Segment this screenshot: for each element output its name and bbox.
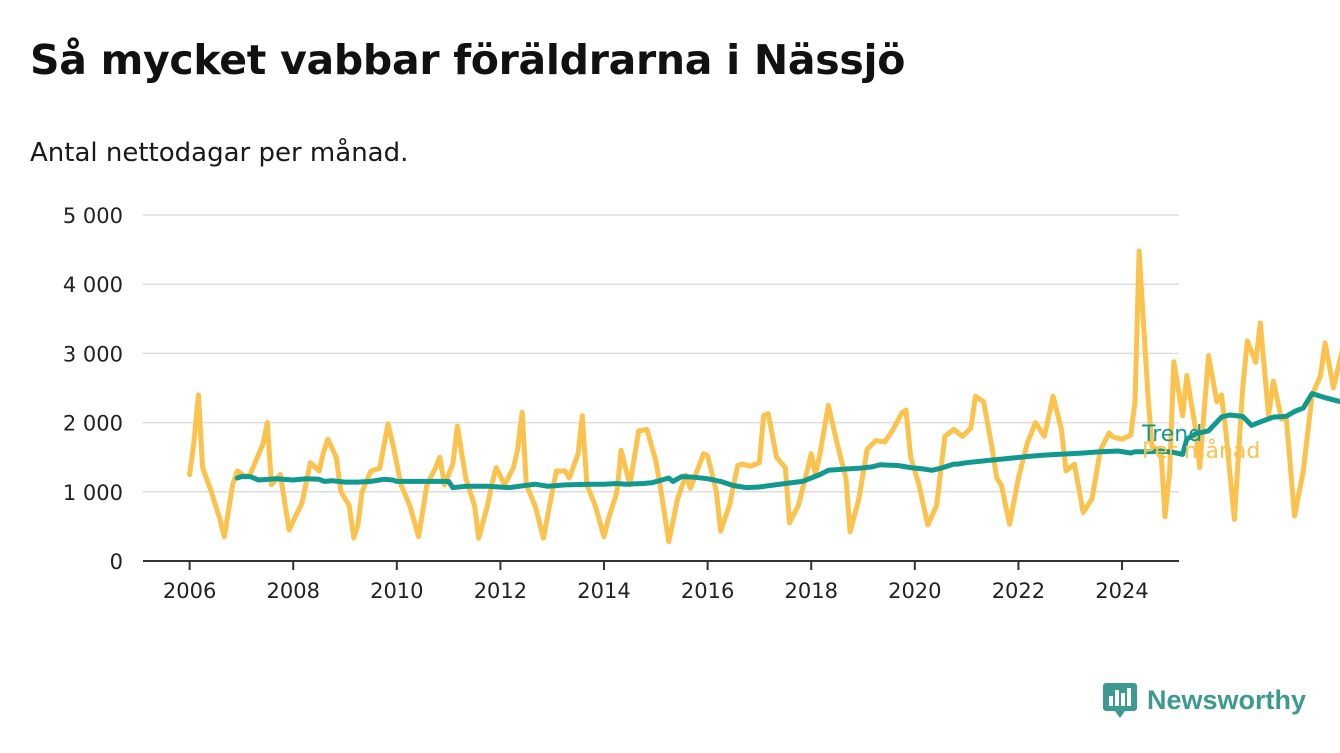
y-tick-label: 5 000 [63,204,123,228]
chart-subtitle: Antal nettodagar per månad. [30,138,409,168]
monthly-line [187,248,1340,545]
x-tick-label: 2010 [370,579,423,603]
x-tick-label: 2006 [163,579,216,603]
bar-chart-icon [1103,683,1137,718]
y-tick-label: 1 000 [63,481,123,505]
x-tick-label: 2020 [888,579,941,603]
x-tick-label: 2014 [577,579,630,603]
y-tick-label: 2 000 [63,412,123,436]
brand-name: Newsworthy [1147,684,1307,715]
trend-line [234,391,1340,491]
trend-label: Trend [1141,422,1202,447]
x-tick-label: 2016 [681,579,734,603]
newsworthy-logo: Newsworthy [1103,681,1306,719]
x-tick-label: 2022 [992,579,1045,603]
y-tick-label: 3 000 [63,342,123,366]
monthly-label: Per månad [1142,438,1260,464]
chart-title: Så mycket vabbar föräldrarna i Nässjö [30,36,906,84]
x-tick-label: 2018 [784,579,837,603]
y-tick-label: 0 [110,550,123,574]
x-tick-label: 2012 [474,579,527,603]
axes: 0 1 000 2 000 3 000 4 000 5 000 2006 2008 2010 20… [63,204,1179,603]
x-tick-label: 2008 [266,579,319,603]
x-tick-label: 2024 [1095,579,1148,603]
y-tick-label: 4 000 [63,273,123,297]
series-lines [187,248,1340,545]
